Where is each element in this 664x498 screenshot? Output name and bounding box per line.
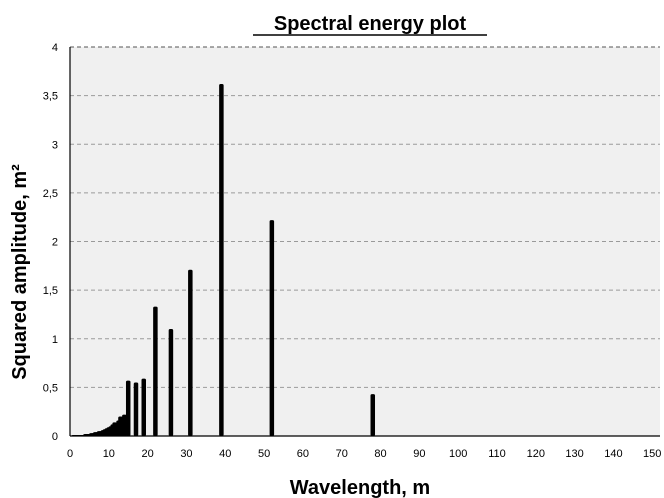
spectral-bar — [219, 84, 224, 436]
x-tick-label: 90 — [413, 448, 425, 460]
y-tick-label: 0,5 — [43, 382, 58, 394]
y-tick-label: 1,5 — [43, 285, 58, 297]
x-tick-label: 70 — [336, 448, 348, 460]
x-tick-label: 20 — [142, 448, 154, 460]
spectral-bar — [122, 415, 127, 436]
y-tick-label: 0 — [52, 431, 58, 443]
y-tick-label: 4 — [52, 42, 58, 54]
x-tick-label: 120 — [527, 448, 545, 460]
x-tick-label: 130 — [565, 448, 583, 460]
y-tick-label: 2,5 — [43, 188, 58, 200]
x-tick-label: 80 — [374, 448, 386, 460]
y-tick-label: 2 — [52, 237, 58, 249]
chart-title: Spectral energy plot — [274, 13, 467, 35]
spectral-bar — [153, 307, 158, 436]
spectral-bar — [188, 270, 193, 436]
y-axis-label: Squared amplitude, m² — [9, 164, 31, 380]
spectral-bar — [142, 379, 147, 436]
x-tick-label: 40 — [219, 448, 231, 460]
x-tick-label: 60 — [297, 448, 309, 460]
x-tick-label: 30 — [180, 448, 192, 460]
x-tick-label: 100 — [449, 448, 467, 460]
x-tick-label: 10 — [103, 448, 115, 460]
y-tick-label: 3,5 — [43, 91, 58, 103]
y-tick-label: 3 — [52, 139, 58, 151]
x-axis-label: Wavelength, m — [290, 477, 430, 498]
x-tick-label: 150 — [643, 448, 661, 460]
x-tick-label: 140 — [604, 448, 622, 460]
x-tick-label: 110 — [488, 448, 506, 460]
y-tick-label: 1 — [52, 334, 58, 346]
spectral-bar — [126, 381, 131, 436]
x-tick-label: 50 — [258, 448, 270, 460]
spectral-bar — [270, 220, 275, 436]
spectral-bar — [134, 383, 139, 436]
spectral-bar — [169, 329, 174, 436]
x-tick-label: 0 — [67, 448, 73, 460]
spectral-bar — [371, 394, 376, 436]
